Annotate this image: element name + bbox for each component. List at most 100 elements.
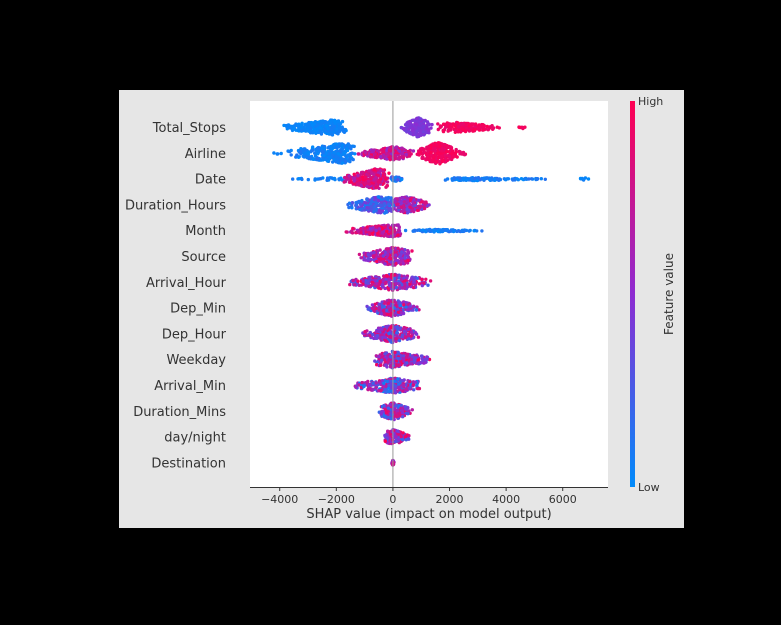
shap-point [347, 205, 351, 210]
shap-point [423, 201, 427, 205]
shap-point [398, 326, 402, 330]
shap-point [473, 176, 477, 181]
shap-point [370, 199, 374, 204]
shap-point [411, 132, 415, 137]
shap-point [353, 283, 357, 287]
shap-point [411, 229, 415, 233]
shap-point [403, 362, 407, 367]
shap-point [363, 330, 367, 334]
shap-point [383, 335, 387, 340]
shap-point [348, 159, 352, 164]
shap-point [407, 202, 411, 206]
shap-point [420, 200, 424, 204]
shap-point [396, 223, 400, 227]
shap-point [272, 151, 276, 155]
shap-point [410, 129, 415, 133]
shap-point [305, 155, 310, 159]
shap-point [523, 125, 527, 129]
colorbar-high-label: High [638, 95, 663, 108]
shap-point [400, 151, 404, 156]
shap-point [296, 128, 300, 133]
shap-point [445, 144, 449, 149]
shap-point [356, 182, 360, 186]
shap-point [403, 256, 407, 260]
shap-point [405, 433, 409, 437]
x-tick-label: −4000 [261, 493, 298, 506]
colorbar [630, 101, 635, 487]
shap-point [385, 180, 390, 184]
shap-point [398, 303, 402, 308]
shap-point [336, 152, 340, 156]
shap-point [395, 331, 399, 335]
shap-point [395, 325, 399, 329]
shap-point [348, 156, 352, 161]
shap-point [377, 354, 381, 359]
shap-point [372, 210, 376, 214]
shap-point [359, 184, 363, 188]
shap-point [384, 196, 388, 200]
shap-point [387, 280, 391, 285]
shap-point [357, 383, 361, 387]
shap-point [381, 260, 385, 264]
shap-point [356, 174, 360, 178]
shap-point [405, 198, 409, 203]
shap-point [428, 279, 433, 283]
shap-point [445, 123, 449, 128]
x-axis-label: SHAP value (impact on model output) [306, 507, 551, 522]
shap-point [390, 438, 395, 442]
feature-label: Dep_Min [170, 302, 226, 317]
shap-point [410, 208, 414, 212]
feature-label: Month [185, 224, 226, 239]
shap-point [374, 381, 378, 385]
shap-point [416, 119, 420, 123]
shap-point [396, 233, 400, 237]
shap-point [359, 227, 363, 231]
shap-point [360, 198, 364, 203]
shap-point [436, 141, 440, 145]
shap-point [422, 148, 426, 152]
shap-point [308, 131, 313, 135]
shap-point [291, 127, 296, 131]
shap-point [396, 377, 400, 381]
shap-point [365, 184, 369, 189]
shap-point [376, 334, 380, 338]
shap-point [333, 177, 337, 182]
shap-point [396, 356, 400, 361]
shap-point [404, 407, 408, 411]
shap-point [368, 275, 372, 279]
shap-point [396, 310, 401, 314]
shap-point [385, 436, 389, 440]
shap-point [371, 149, 375, 153]
shap-point [381, 277, 385, 282]
shap-point [323, 128, 327, 133]
shap-point [389, 411, 394, 415]
shap-point [445, 177, 450, 181]
shap-point [384, 325, 388, 329]
shap-point [332, 142, 336, 147]
feature-label: Arrival_Hour [146, 276, 227, 291]
shap-point [376, 149, 380, 153]
shap-point [519, 177, 524, 181]
shap-point [406, 252, 410, 256]
shap-point [357, 152, 361, 156]
shap-point [371, 332, 375, 337]
shap-point [471, 122, 475, 126]
shap-point [383, 286, 387, 291]
shap-point [441, 158, 446, 163]
shap-point [369, 205, 373, 209]
shap-point [366, 387, 370, 392]
shap-point [319, 122, 323, 126]
shap-point [365, 197, 369, 201]
shap-point [396, 363, 400, 367]
shap-point [381, 149, 386, 154]
shap-point [392, 379, 397, 383]
shap-point [383, 352, 387, 356]
shap-point [386, 253, 390, 257]
shap-point [373, 359, 377, 363]
x-tick-label: −2000 [318, 493, 355, 506]
shap-point [406, 249, 410, 253]
shap-point [461, 151, 466, 156]
shap-point [395, 409, 400, 413]
shap-point [394, 154, 398, 158]
shap-point [394, 285, 398, 290]
